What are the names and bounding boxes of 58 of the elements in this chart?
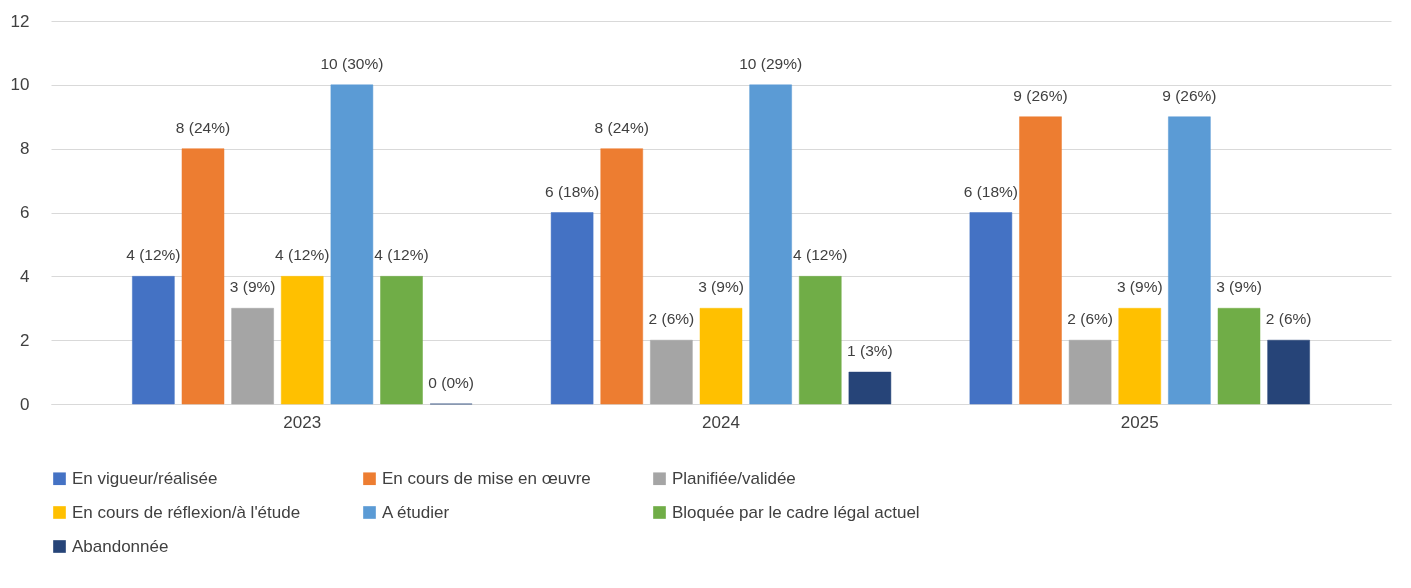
y-tick-label: 10 [10, 75, 30, 95]
x-tick-label: 2024 [702, 412, 740, 432]
data-label: 10 (30%) [320, 54, 384, 72]
data-label: 10 (29%) [739, 54, 803, 72]
data-label: 6 (18%) [544, 182, 600, 200]
data-label: 9 (26%) [1162, 86, 1217, 104]
data-label: 2 (6%) [648, 310, 695, 328]
bar [281, 276, 324, 405]
legend-label: A étudier [382, 502, 450, 522]
data-label: 2 (6%) [1067, 310, 1113, 328]
data-label: 3 (9%) [229, 278, 276, 296]
data-label: 4 (12%) [126, 246, 181, 264]
bar [650, 339, 693, 405]
bar [1267, 339, 1310, 405]
bar [1118, 308, 1161, 405]
legend-label: Abandonnée [72, 536, 169, 556]
legend-label: En cours de réflexion/à l'étude [72, 502, 301, 522]
data-label: 8 (24%) [594, 118, 649, 136]
x-tick-label: 2023 [283, 412, 322, 432]
y-tick-label: 2 [20, 330, 30, 350]
bar [848, 371, 892, 405]
y-tick-label: 8 [20, 139, 30, 159]
bar [231, 308, 274, 405]
y-tick-label: 12 [10, 11, 30, 31]
bar [181, 148, 225, 405]
bar [1217, 308, 1261, 405]
data-label: 8 (24%) [175, 118, 231, 136]
legend-label: En cours de mise en œuvre [382, 468, 591, 488]
bar [550, 212, 594, 405]
data-label: 1 (3%) [847, 342, 893, 360]
bar [799, 276, 842, 405]
bar [749, 84, 792, 405]
legend-label: Bloquée par le cadre légal actuel [672, 502, 920, 522]
bar [330, 84, 374, 405]
data-label: 4 (12%) [793, 246, 848, 264]
bar [969, 212, 1013, 405]
bar [699, 308, 743, 405]
data-label: 3 (9%) [1116, 278, 1163, 296]
data-label: 2 (6%) [1265, 310, 1312, 328]
bar [600, 148, 643, 405]
bar [380, 276, 423, 405]
bar [1168, 116, 1211, 405]
bar [132, 276, 175, 405]
y-tick-label: 4 [20, 266, 30, 286]
legend-label: En vigueur/réalisée [72, 468, 218, 488]
data-label: 9 (26%) [1013, 86, 1068, 104]
data-label: 3 (9%) [698, 278, 744, 296]
bar [1068, 339, 1112, 405]
data-label: 0 (0%) [428, 374, 474, 391]
data-label: 4 (12%) [275, 246, 330, 264]
data-label: 6 (18%) [963, 182, 1018, 200]
x-tick-label: 2025 [1120, 412, 1159, 432]
y-tick-label: 0 [20, 394, 30, 414]
legend-label: Planifiée/validée [672, 468, 796, 488]
data-label: 3 (9%) [1216, 278, 1262, 296]
y-tick-label: 6 [20, 203, 30, 222]
data-label: 4 (12%) [374, 246, 429, 264]
bar [1019, 116, 1062, 405]
